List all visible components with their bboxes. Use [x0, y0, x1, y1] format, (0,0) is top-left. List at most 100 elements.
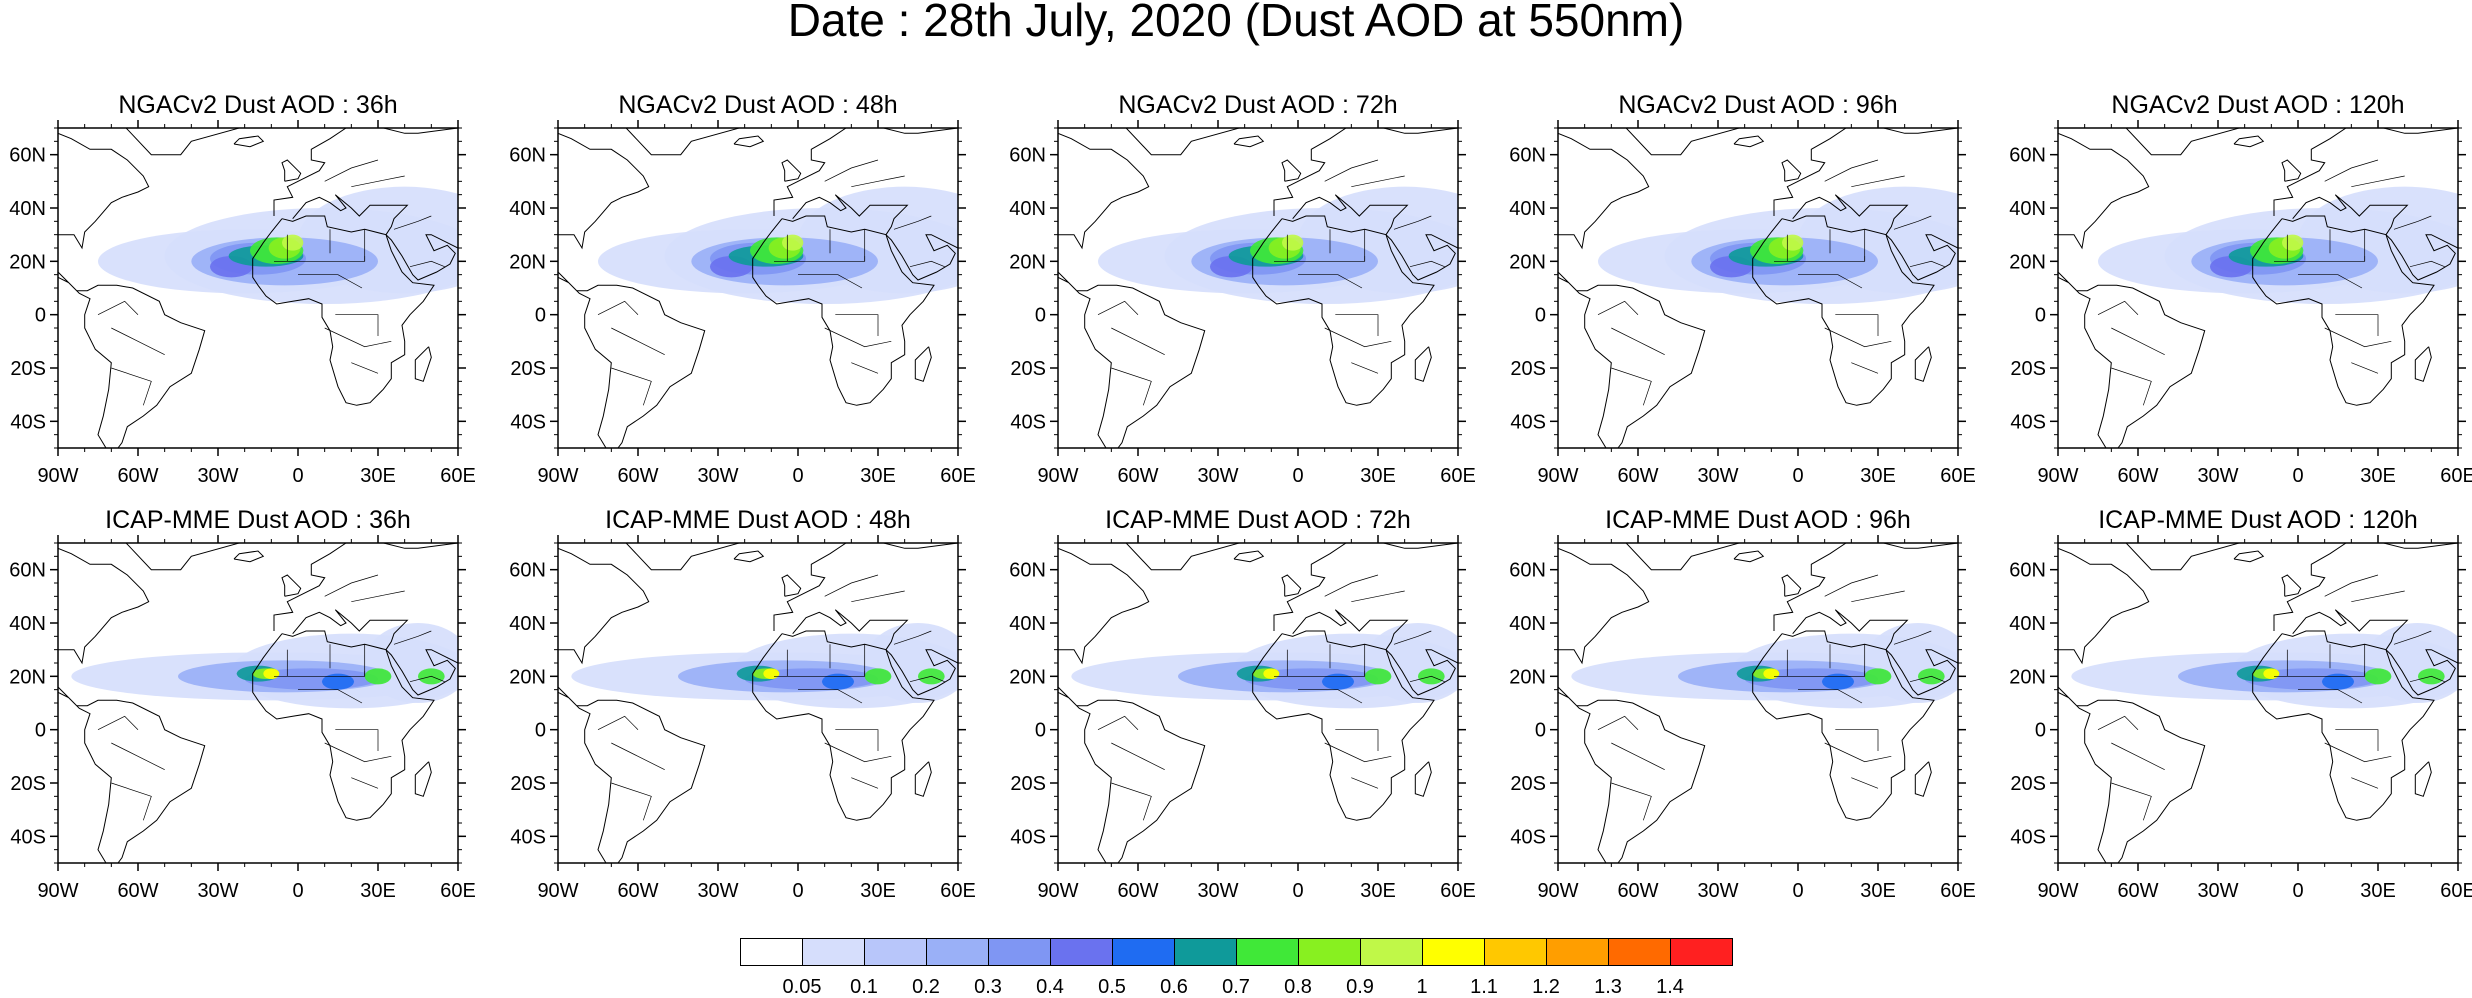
colorbar-tick-label: 0.8 — [1284, 976, 1312, 998]
country-border — [2351, 362, 2379, 374]
colorbar-tick-label: 1.3 — [1594, 976, 1622, 998]
country-border — [1824, 574, 1879, 597]
lon-tick-label: 90W — [37, 880, 78, 902]
coastline — [125, 128, 240, 156]
lat-tick-label: 40S — [10, 411, 46, 433]
coastline — [1752, 215, 1935, 406]
country-border — [298, 274, 363, 289]
lon-tick-label: 30E — [2360, 465, 2396, 487]
lon-tick-label: 60W — [2117, 880, 2158, 902]
country-border — [1798, 689, 1863, 704]
dust-map: 90W 60W 30W 0 30E 60E 60N 40N 20N 0 20S 40S — [2009, 120, 2472, 487]
coastline — [1281, 574, 1302, 597]
lat-tick-label: 20N — [1509, 251, 1546, 273]
dust-aod-contour — [782, 234, 804, 251]
lon-tick-label: 30W — [2197, 465, 2238, 487]
coastline — [2125, 128, 2240, 156]
coastline — [385, 234, 458, 281]
country-border — [824, 574, 879, 597]
coastline — [752, 215, 935, 406]
country-border — [1851, 777, 1879, 789]
country-border — [1351, 777, 1379, 789]
colorbar-tick-label: 0.7 — [1222, 976, 1250, 998]
colorbar-tick-label: 0.6 — [1160, 976, 1188, 998]
coastline — [1252, 215, 1435, 406]
lat-tick-label: 40N — [2009, 198, 2046, 220]
lat-tick-label: 60N — [9, 560, 46, 582]
colorbar-tick-label: 1 — [1416, 976, 1428, 998]
lat-tick-label: 20S — [1010, 773, 1046, 795]
lon-tick-label: 90W — [1537, 880, 1578, 902]
coastline — [281, 159, 302, 182]
coastline — [2414, 761, 2432, 797]
colorbar-swatch — [1546, 938, 1609, 966]
lat-tick-label: 40S — [1510, 826, 1546, 848]
coastline — [2058, 686, 2206, 863]
dust-aod-contour — [864, 668, 892, 685]
coastline — [1625, 543, 1740, 571]
lat-tick-label: 40N — [2009, 613, 2046, 635]
country-border — [1851, 175, 1905, 188]
coastline — [752, 630, 935, 821]
lat-tick-label: 20S — [10, 358, 46, 380]
colorbar-tick-label: 1.1 — [1470, 976, 1498, 998]
lat-tick-label: 20N — [9, 251, 46, 273]
country-border — [2111, 327, 2165, 356]
lat-tick-label: 40N — [1509, 198, 1546, 220]
coastline — [1558, 547, 1650, 665]
lat-tick-label: 40S — [1510, 411, 1546, 433]
lat-tick-label: 0 — [2035, 305, 2046, 327]
coastline — [1792, 609, 1909, 650]
dust-aod-contour — [364, 623, 458, 703]
coastline — [914, 761, 932, 797]
colorbar-swatch — [864, 938, 927, 966]
lon-tick-label: 60E — [2440, 465, 2472, 487]
lat-tick-label: 20N — [509, 251, 546, 273]
coastline — [558, 686, 706, 863]
coastline — [2414, 346, 2432, 382]
country-border — [1351, 175, 1405, 188]
dust-aod-contour — [1822, 673, 1854, 690]
coastline — [625, 543, 740, 571]
colorbar-swatch — [802, 938, 865, 966]
lon-tick-label: 30E — [1360, 465, 1396, 487]
country-border — [2111, 742, 2165, 771]
country-border — [2409, 260, 2445, 268]
country-border — [1324, 742, 1392, 763]
lat-tick-label: 60N — [1509, 560, 1546, 582]
coastline — [885, 649, 958, 696]
coastline — [2233, 135, 2265, 148]
coastline — [1558, 271, 1706, 448]
lon-tick-label: 30E — [1860, 880, 1896, 902]
lon-tick-label: 30E — [360, 880, 396, 902]
country-border — [611, 782, 652, 821]
coastline — [1558, 686, 1706, 863]
coastline — [558, 547, 650, 665]
coastline — [2125, 543, 2240, 571]
lat-tick-label: 40N — [1509, 613, 1546, 635]
country-border — [2324, 327, 2392, 348]
lat-tick-label: 20S — [1510, 773, 1546, 795]
lon-tick-label: 30W — [197, 880, 238, 902]
coastline — [1233, 550, 1265, 563]
panel-title: NGACv2 Dust AOD : 48h — [618, 91, 898, 119]
country-border — [2111, 782, 2152, 821]
country-border — [1611, 782, 1652, 821]
lon-tick-label: 60W — [1617, 465, 1658, 487]
country-border — [2111, 367, 2152, 406]
lon-tick-label: 0 — [792, 880, 803, 902]
country-border — [1324, 574, 1379, 597]
coastline — [2385, 234, 2458, 281]
lat-tick-label: 0 — [2035, 720, 2046, 742]
coastline — [273, 543, 458, 631]
country-border — [893, 215, 932, 230]
coastline — [273, 128, 458, 216]
dust-aod-contour — [364, 668, 392, 685]
coastline — [2385, 649, 2458, 696]
dust-aod-contour — [2364, 623, 2458, 703]
coastline — [885, 234, 958, 281]
lon-tick-label: 0 — [292, 880, 303, 902]
dust-aod-contour — [2322, 673, 2354, 690]
country-border — [835, 314, 879, 336]
coastline — [1058, 271, 1206, 448]
